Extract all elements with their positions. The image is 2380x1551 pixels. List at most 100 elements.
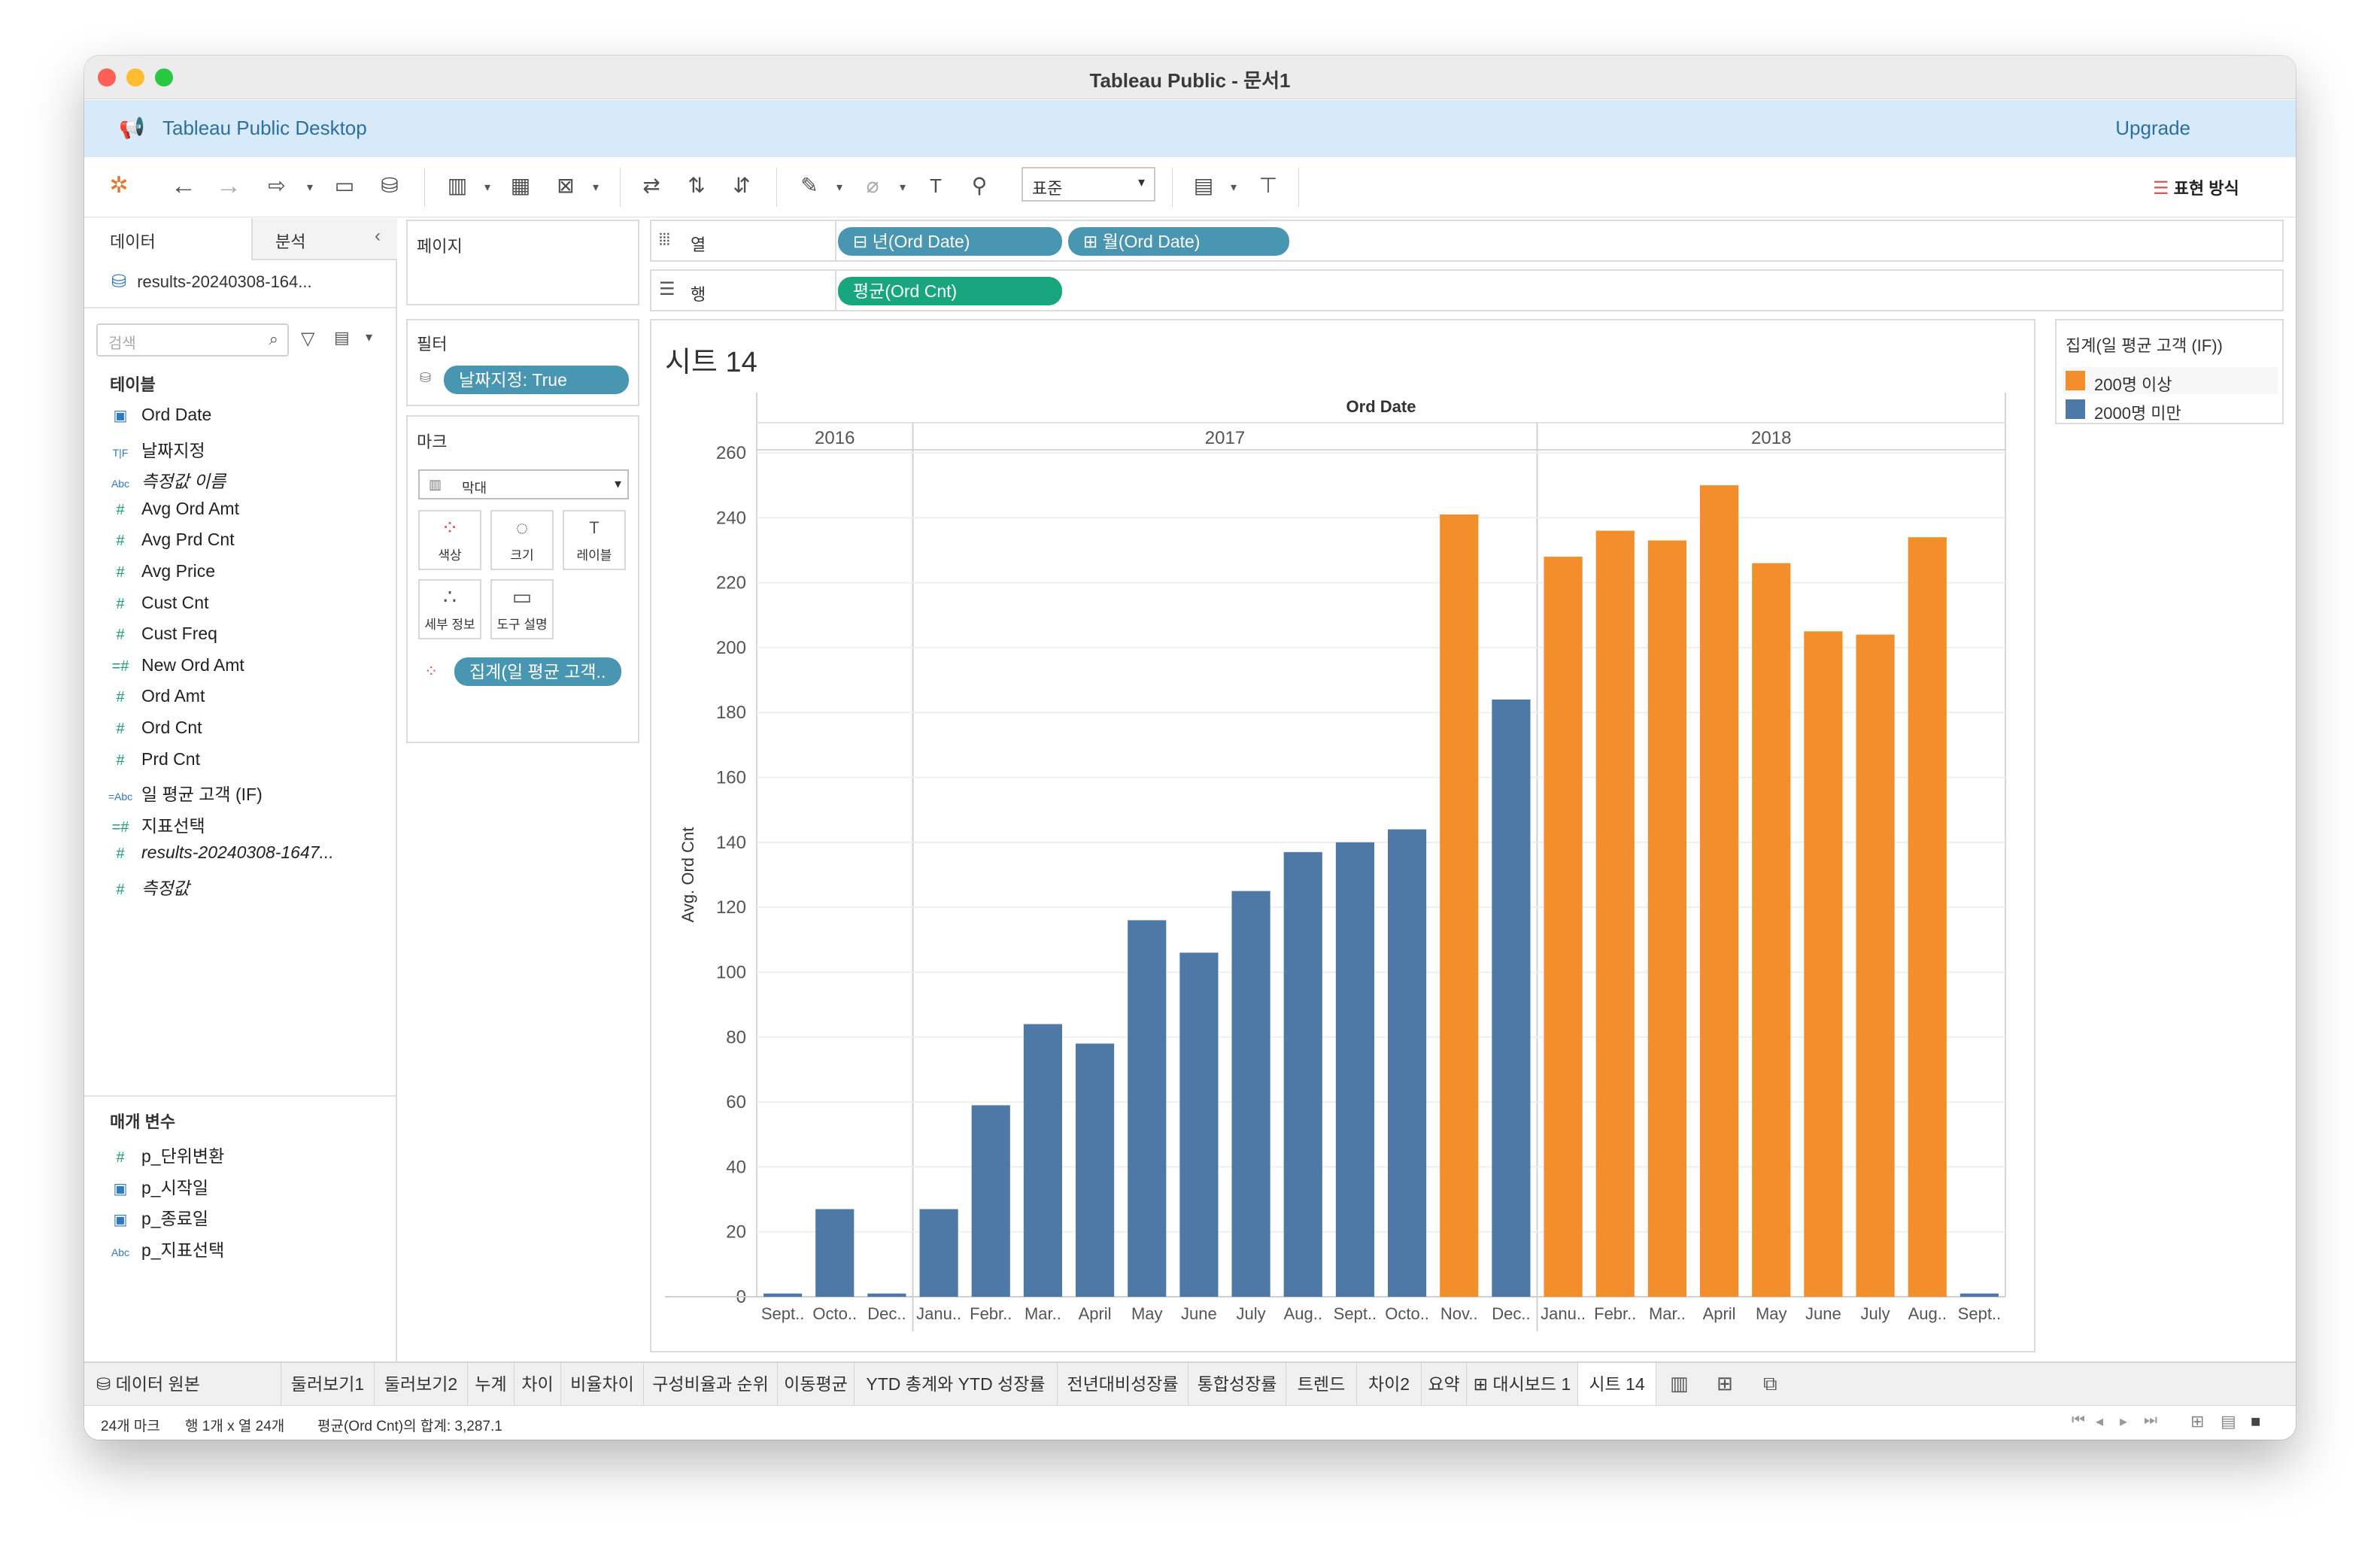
filmstrip-icon[interactable]: ▤ [2221, 1412, 2236, 1431]
field-item[interactable]: # results-20240308-1647... [105, 842, 333, 873]
sheet-tab[interactable]: 트렌드 [1286, 1363, 1357, 1405]
tabs-view-icon[interactable]: ■ [2251, 1412, 2261, 1431]
rows-shelf[interactable]: ☰ 행 평균(Ord Cnt) [650, 269, 2284, 311]
new-worksheet-icon[interactable]: ▥ [1670, 1372, 1689, 1395]
duplicate-sheet-icon[interactable]: ▦ [510, 174, 531, 197]
sort-descending-icon[interactable]: ⇵ [733, 174, 751, 197]
sheet-tab[interactable]: 시트 14 [1578, 1363, 1656, 1405]
legend-item[interactable]: 2000명 미만 [2063, 396, 2278, 423]
sheet-tab[interactable]: 차이 [515, 1363, 561, 1405]
replay-icon[interactable]: ⇨ [268, 174, 286, 197]
pages-shelf[interactable]: 페이지 [406, 220, 639, 305]
sheet-tab[interactable]: 이동평균 [778, 1363, 855, 1405]
group-members-icon[interactable]: ⌀ [866, 174, 879, 197]
clear-sheet-icon[interactable]: ⊠ [557, 174, 575, 197]
field-item[interactable]: =# 지표선택 [105, 812, 205, 842]
view-options-icon[interactable]: ▤ [334, 328, 350, 347]
show-me-button[interactable]: ☰ 표현 방식 [2153, 175, 2239, 201]
sheet-sorter-icon[interactable]: ⊞ [2190, 1412, 2205, 1431]
legend-item[interactable]: 200명 이상 [2063, 367, 2278, 394]
new-story-icon[interactable]: ⧉ [1763, 1372, 1777, 1395]
field-item[interactable]: # Avg Price [105, 561, 215, 591]
nav-next-icon[interactable]: ▸ [2120, 1413, 2128, 1430]
size-button[interactable]: ◌ 크기 [490, 510, 554, 570]
sort-ascending-icon[interactable]: ⇅ [688, 174, 706, 197]
sheet-tab[interactable]: 차이2 [1357, 1363, 1422, 1405]
field-item[interactable]: T|F 날짜지정 [105, 436, 205, 466]
field-item[interactable]: # p_단위변환 [105, 1142, 224, 1172]
column-pill-month[interactable]: ⊞ 월(Ord Date) [1068, 227, 1289, 256]
sheet-tab[interactable]: 구성비율과 순위 [644, 1363, 778, 1405]
field-item[interactable]: Abc 측정값 이름 [105, 467, 226, 497]
sheet-tab[interactable]: 통합성장률 [1188, 1363, 1286, 1405]
tab-datasource[interactable]: ⛁ 데이터 원본 [84, 1363, 281, 1405]
field-item[interactable]: Abc p_지표선택 [105, 1236, 224, 1266]
field-item[interactable]: # Prd Cnt [105, 749, 200, 779]
columns-shelf[interactable]: ⦙⦙⦙ 열 ⊟ 년(Ord Date) ⊞ 월(Ord Date) [650, 220, 2284, 262]
nav-first-icon[interactable]: ⏮ [2072, 1412, 2085, 1428]
color-button[interactable]: ⁘ 색상 [418, 510, 481, 570]
chevron-down-icon[interactable]: ▾ [900, 181, 906, 194]
presentation-mode-icon[interactable]: ⊤ [1258, 174, 1278, 197]
field-item[interactable]: =Abc 일 평균 고객 (IF) [105, 780, 263, 810]
show-cards-icon[interactable]: ▤ [1193, 174, 1214, 197]
new-datasource-icon[interactable]: ⛁ [381, 174, 399, 197]
pin-axes-icon[interactable]: ⚲ [971, 174, 988, 197]
search-input[interactable]: 검색 ⌕ [96, 323, 289, 357]
sheet-tab[interactable]: 둘러보기2 [375, 1363, 468, 1405]
field-item[interactable]: # 측정값 [105, 874, 189, 904]
show-mark-labels-icon[interactable]: T [930, 175, 942, 197]
filter-pill[interactable]: 날짜지정: True [444, 366, 629, 394]
field-item[interactable]: # Ord Cnt [105, 718, 202, 748]
upgrade-link[interactable]: Upgrade [2115, 117, 2190, 139]
close-window-button[interactable] [98, 68, 116, 87]
tab-analysis[interactable]: 분석 ‹ [253, 218, 397, 260]
sheet-tab[interactable]: 둘러보기1 [281, 1363, 375, 1405]
datasource-item[interactable]: ⛁ results-20240308-164... [111, 271, 390, 304]
new-dashboard-icon[interactable]: ⊞ [1717, 1372, 1733, 1395]
new-worksheet-icon[interactable]: ▥ [447, 174, 468, 197]
fit-select[interactable]: 표준 ▾ [1022, 167, 1155, 202]
chevron-down-icon[interactable]: ▾ [484, 181, 491, 194]
undo-icon[interactable]: ← [171, 171, 196, 200]
filters-shelf[interactable]: 필터 ⛁ 날짜지정: True [406, 319, 639, 406]
tableau-logo-icon[interactable]: ✲ [109, 173, 129, 198]
sheet-tab[interactable]: 비율차이 [561, 1363, 644, 1405]
detail-button[interactable]: ∴ 세부 정보 [418, 579, 481, 639]
field-item[interactable]: # Cust Cnt [105, 593, 208, 623]
save-icon[interactable]: ▭ [334, 174, 355, 197]
nav-last-icon[interactable]: ⏭ [2144, 1412, 2157, 1428]
field-item[interactable]: # Cust Freq [105, 624, 217, 654]
sheet-tab[interactable]: 누계 [468, 1363, 515, 1405]
redo-icon[interactable]: → [216, 171, 241, 200]
chevron-down-icon[interactable]: ▾ [593, 181, 600, 194]
tab-data[interactable]: 데이터 [84, 218, 253, 260]
chevron-down-icon[interactable]: ▾ [836, 181, 843, 194]
field-item[interactable]: # Avg Ord Amt [105, 499, 239, 529]
minimize-window-button[interactable] [126, 68, 144, 87]
filter-icon[interactable]: ▽ [301, 329, 315, 349]
field-item[interactable]: # Avg Prd Cnt [105, 530, 234, 560]
color-pill[interactable]: 집계(일 평균 고객.. [454, 657, 621, 686]
field-item[interactable]: =# New Ord Amt [105, 655, 244, 685]
chevron-down-icon[interactable]: ▾ [366, 329, 373, 344]
sheet-tab[interactable]: 요약 [1422, 1363, 1467, 1405]
nav-prev-icon[interactable]: ◂ [2096, 1413, 2104, 1430]
chevron-down-icon[interactable]: ▾ [307, 181, 314, 194]
label-button[interactable]: T 레이블 [563, 510, 626, 570]
chevron-left-icon[interactable]: ‹ [375, 226, 381, 246]
field-item[interactable]: ▣ p_종료일 [105, 1204, 209, 1234]
mark-type-select[interactable]: ▥ 막대 ▾ [418, 469, 629, 499]
swap-rows-columns-icon[interactable]: ⇄ [642, 174, 660, 197]
field-item[interactable]: ▣ p_시작일 [105, 1173, 209, 1203]
zoom-window-button[interactable] [155, 68, 173, 87]
sheet-tab[interactable]: YTD 총계와 YTD 성장률 [855, 1363, 1058, 1405]
field-item[interactable]: # Ord Amt [105, 686, 205, 716]
chevron-down-icon[interactable]: ▾ [1231, 181, 1237, 194]
highlight-icon[interactable]: ✎ [800, 174, 818, 197]
sheet-tab[interactable]: 전년대비성장률 [1058, 1363, 1188, 1405]
field-item[interactable]: ▣ Ord Date [105, 405, 212, 435]
sheet-tab[interactable]: ⊞ 대시보드 1 [1467, 1363, 1578, 1405]
column-pill-year[interactable]: ⊟ 년(Ord Date) [838, 227, 1062, 256]
tooltip-button[interactable]: ▭ 도구 설명 [490, 579, 554, 639]
